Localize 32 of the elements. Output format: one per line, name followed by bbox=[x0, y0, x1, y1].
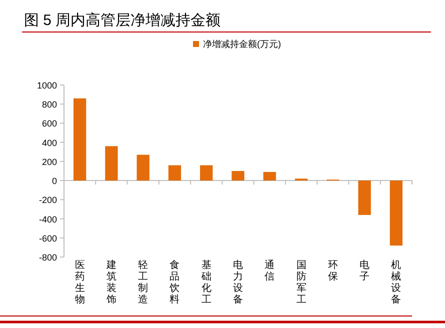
bar bbox=[263, 172, 276, 181]
x-tick-label: 电力设备 bbox=[233, 259, 243, 306]
bar bbox=[136, 154, 150, 181]
chart-title: 图 5 周内高管层净增减持金额 bbox=[24, 12, 221, 29]
bar bbox=[358, 180, 371, 215]
x-tick-label: 机械设备 bbox=[391, 259, 402, 306]
x-tick-label: 食品饮料 bbox=[168, 259, 180, 306]
bar bbox=[232, 171, 244, 181]
legend-label: 净增减持金额(万元) bbox=[203, 39, 281, 49]
bar bbox=[168, 165, 182, 181]
bar bbox=[200, 165, 213, 181]
x-tick-label: 环保 bbox=[328, 260, 338, 282]
y-tick-label: 600 bbox=[42, 118, 57, 129]
y-tick-label: -200 bbox=[38, 195, 57, 206]
y-tick-label: -600 bbox=[38, 233, 57, 244]
x-tick-label: 国防军工 bbox=[296, 260, 306, 306]
bar bbox=[390, 180, 403, 246]
x-tick-label: 基础化工 bbox=[200, 259, 212, 306]
x-tick-label: 轻工制造 bbox=[138, 259, 148, 306]
bar bbox=[73, 98, 86, 181]
x-tick-label: 医药生物 bbox=[74, 260, 85, 306]
x-tick-label: 电子 bbox=[360, 259, 370, 282]
y-tick-label: 800 bbox=[42, 100, 57, 110]
y-tick-label: 400 bbox=[42, 138, 57, 148]
bar bbox=[105, 146, 118, 181]
x-tick-label: 通信 bbox=[264, 259, 275, 282]
y-tick-label: -400 bbox=[38, 214, 57, 224]
x-tick-label: 建筑装饰 bbox=[105, 259, 116, 306]
y-tick-label: 200 bbox=[42, 156, 57, 167]
y-tick-label: 0 bbox=[52, 176, 57, 186]
y-tick-label: 1000 bbox=[36, 80, 57, 90]
y-tick-label: -800 bbox=[38, 252, 57, 262]
